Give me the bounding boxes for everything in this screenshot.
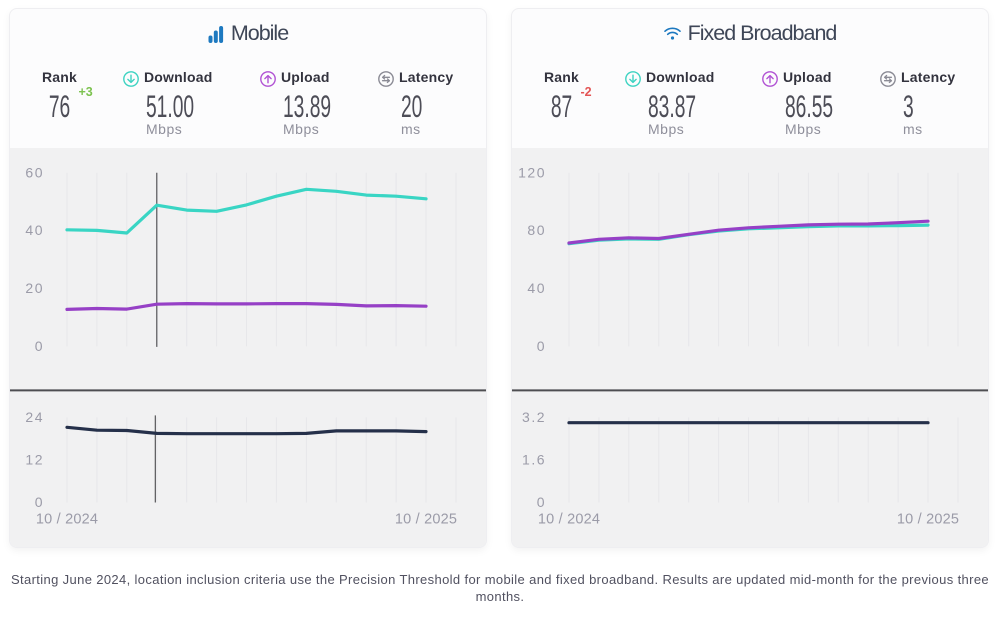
svg-text:24: 24	[25, 409, 44, 425]
svg-text:0: 0	[35, 338, 44, 354]
svg-text:10 / 2024: 10 / 2024	[36, 512, 98, 528]
svg-text:80: 80	[527, 222, 546, 238]
svg-text:1.6: 1.6	[522, 451, 546, 467]
svg-text:3.2: 3.2	[522, 409, 546, 425]
svg-text:10 / 2024: 10 / 2024	[538, 512, 600, 528]
svg-text:0: 0	[35, 494, 44, 510]
svg-text:10 / 2025: 10 / 2025	[897, 512, 959, 528]
svg-text:0: 0	[537, 494, 546, 510]
svg-text:0: 0	[537, 338, 546, 354]
svg-text:40: 40	[25, 222, 44, 238]
svg-text:60: 60	[25, 164, 44, 180]
svg-text:10 / 2025: 10 / 2025	[395, 512, 457, 528]
svg-text:12: 12	[25, 451, 44, 467]
svg-text:120: 120	[518, 164, 546, 180]
svg-text:20: 20	[25, 280, 44, 296]
svg-text:40: 40	[527, 280, 546, 296]
